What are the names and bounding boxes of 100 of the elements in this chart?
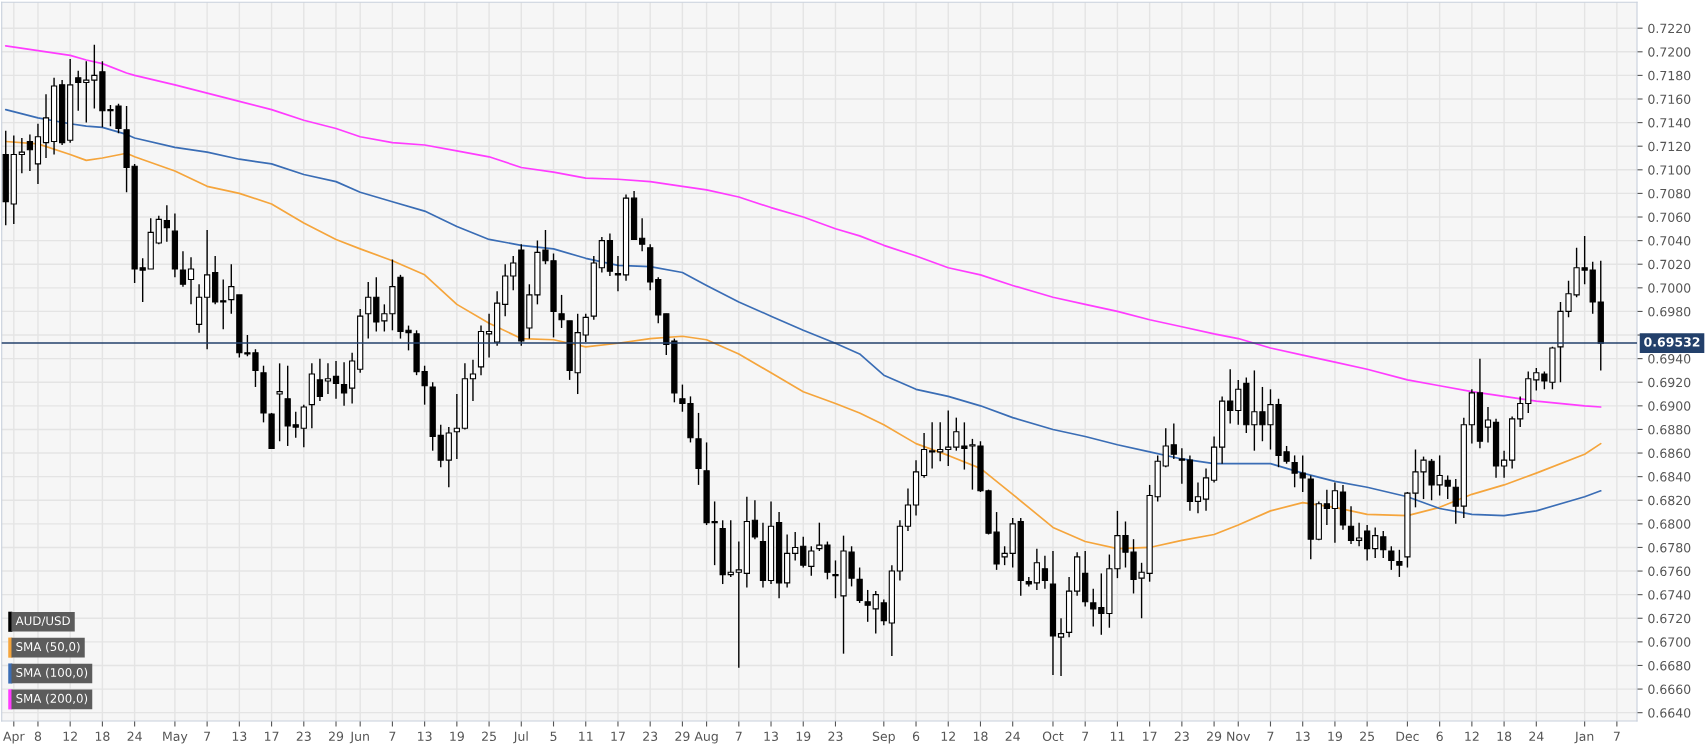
- x-tick-label: 17: [264, 731, 279, 741]
- x-tick-label: 19: [450, 731, 464, 742]
- y-tick-label: 0.6800: [1648, 519, 1691, 529]
- x-tick-label: Nov: [1227, 731, 1251, 742]
- candlestick: [808, 545, 815, 577]
- candlestick: [614, 255, 622, 293]
- y-tick-label: 0.7080: [1648, 188, 1691, 199]
- legend-label: AUD/USD: [15, 616, 70, 627]
- candlestick: [324, 362, 332, 395]
- x-tick-label: 12: [63, 731, 77, 741]
- y-tick-label: 0.6680: [1648, 660, 1691, 671]
- candlestick: [1202, 467, 1210, 512]
- y-tick-label: 0.6980: [1648, 306, 1691, 317]
- candlestick: [292, 411, 299, 439]
- candlestick: [155, 215, 162, 245]
- candlestick: [582, 313, 589, 343]
- candlestick: [800, 536, 807, 569]
- y-tick-label: 0.7180: [1648, 70, 1691, 81]
- x-tick-label: 8: [34, 731, 42, 742]
- candlestick: [937, 421, 944, 463]
- x-tick-label: 6: [1436, 731, 1443, 742]
- candlestick: [469, 359, 477, 402]
- candlestick: [945, 409, 952, 467]
- x-tick-label: 24: [1529, 731, 1544, 741]
- y-tick-label: 0.7140: [1648, 118, 1691, 128]
- x-tick-label: 12: [1465, 731, 1479, 741]
- x-tick-label: 29: [675, 731, 690, 742]
- x-tick-label: 24: [127, 731, 142, 741]
- y-tick-label: 0.6860: [1648, 448, 1691, 458]
- y-tick-label: 0.7000: [1648, 283, 1691, 293]
- x-tick-label: 5: [550, 731, 557, 742]
- x-tick-label: Jan: [1574, 731, 1594, 744]
- y-tick-label: 0.7060: [1648, 212, 1691, 222]
- x-tick-label: 7: [389, 731, 396, 741]
- x-tick-label: 6: [912, 731, 920, 742]
- candlestick: [1396, 549, 1403, 578]
- x-tick-label: 29: [1207, 731, 1222, 742]
- x-tick-label: 7: [1613, 731, 1620, 741]
- x-tick-label: 29: [328, 731, 344, 742]
- x-tick-label: 7: [204, 731, 211, 741]
- candlestick: [1235, 379, 1242, 426]
- candlestick: [1090, 588, 1097, 628]
- candlestick: [1331, 481, 1339, 544]
- x-tick-label: 18: [973, 731, 988, 742]
- y-tick-label: 0.6820: [1648, 495, 1691, 506]
- y-tick-label: 0.6900: [1648, 401, 1691, 411]
- y-tick-label: 0.6760: [1648, 566, 1691, 576]
- x-tick-label: May: [163, 731, 188, 744]
- candlestick: [856, 566, 863, 604]
- y-tick-label: 0.6740: [1648, 590, 1691, 600]
- candlestick: [929, 421, 936, 470]
- x-tick-label: Oct: [1042, 731, 1064, 742]
- x-tick-label: 18: [95, 731, 110, 742]
- candlestick: [220, 278, 227, 330]
- x-tick-label: 23: [828, 731, 843, 742]
- candlestick: [340, 361, 348, 407]
- candlestick: [1372, 526, 1379, 559]
- y-tick-label: 0.7100: [1648, 165, 1691, 175]
- candlestick: [1057, 617, 1065, 677]
- candlestick: [872, 590, 879, 635]
- candlestick: [1170, 422, 1177, 460]
- candlestick: [1178, 447, 1185, 485]
- y-tick-label: 0.6840: [1648, 472, 1691, 482]
- candlestick: [1347, 505, 1355, 545]
- candlestick: [751, 499, 759, 540]
- candlestick: [187, 256, 195, 306]
- candlestick: [316, 357, 324, 402]
- candlestick: [904, 487, 912, 532]
- x-tick-label: 17: [611, 731, 625, 741]
- x-tick-label: 23: [643, 731, 658, 742]
- x-tick-label: 13: [418, 731, 432, 742]
- x-tick-label: Jul: [513, 731, 528, 744]
- y-tick-label: 0.7040: [1648, 236, 1691, 246]
- y-tick-label: 0.6880: [1648, 424, 1691, 435]
- y-tick-label: 0.6640: [1648, 708, 1691, 718]
- candlestick: [163, 204, 170, 243]
- x-tick-label: 12: [941, 731, 955, 741]
- x-tick-label: 13: [1296, 731, 1310, 742]
- y-tick-label: 0.6780: [1648, 542, 1691, 553]
- y-tick-label: 0.7020: [1648, 259, 1691, 270]
- x-tick-label: 13: [764, 731, 778, 742]
- y-tick-label: 0.7220: [1648, 23, 1691, 34]
- x-tick-label: Apr: [3, 731, 25, 744]
- candlestick: [880, 598, 887, 627]
- x-tick-label: 7: [1082, 731, 1089, 741]
- x-tick-label: 13: [232, 731, 247, 742]
- y-tick-label: 0.7160: [1648, 94, 1691, 104]
- candlestick: [332, 360, 340, 400]
- x-tick-label: 7: [1267, 731, 1274, 741]
- candlestick: [1033, 547, 1040, 591]
- y-tick-label: 0.6920: [1648, 377, 1691, 388]
- candlestick: [792, 531, 799, 562]
- candlestick: [203, 229, 211, 350]
- candlestick: [1041, 555, 1049, 590]
- x-tick-label: Jun: [349, 731, 369, 744]
- candlestick: [179, 250, 187, 288]
- x-tick-label: 25: [482, 731, 496, 742]
- candlestick: [1380, 530, 1387, 559]
- x-tick-label: 19: [796, 731, 811, 742]
- legend-label: SMA (200,0): [16, 693, 88, 705]
